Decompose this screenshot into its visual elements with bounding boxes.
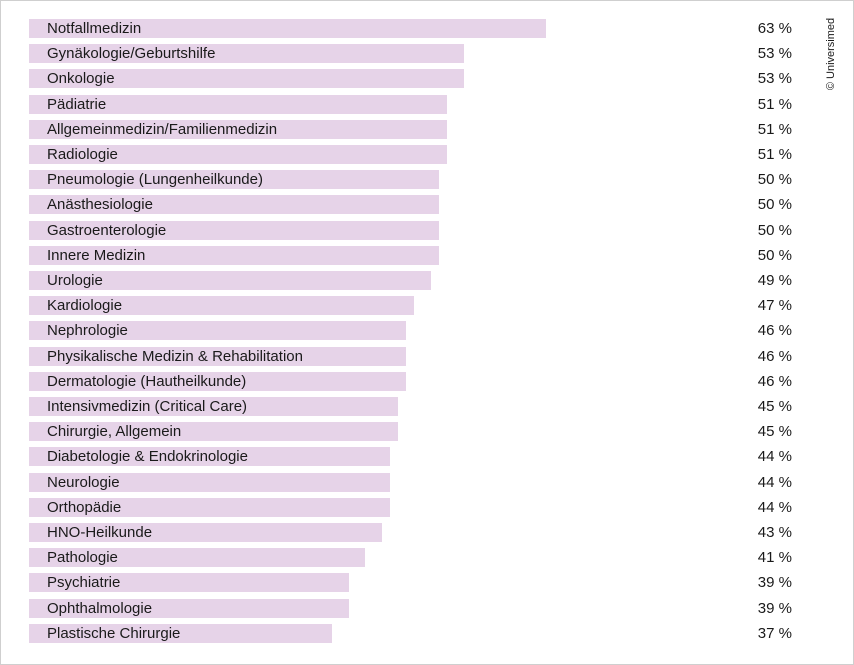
bar xyxy=(29,598,349,618)
category-label: Orthopädie xyxy=(47,498,122,516)
bar xyxy=(29,371,407,391)
value-label: 45 % xyxy=(757,423,792,441)
bar xyxy=(29,271,431,290)
category-label: Gastroenterologie xyxy=(47,221,167,239)
bar xyxy=(29,422,398,442)
bar xyxy=(29,44,464,64)
value-label: 46 % xyxy=(757,347,792,365)
bar xyxy=(29,523,382,542)
category-label: Radiologie xyxy=(47,146,118,163)
bar xyxy=(29,472,390,492)
bar xyxy=(29,397,398,416)
bar xyxy=(29,321,407,341)
value-label: 63 % xyxy=(757,20,792,37)
category-label: Psychiatrie xyxy=(47,574,121,592)
value-label: 39 % xyxy=(757,574,792,592)
value-label: 51 % xyxy=(757,95,792,113)
value-label: 37 % xyxy=(757,624,792,642)
bar xyxy=(29,245,439,265)
category-label: Anästhesiologie xyxy=(47,196,153,214)
value-label: 51 % xyxy=(757,120,792,138)
category-label: HNO-Heilkunde xyxy=(47,524,153,541)
bar xyxy=(29,94,448,114)
value-label: 44 % xyxy=(757,473,792,491)
bar xyxy=(29,170,439,190)
bar xyxy=(29,548,366,568)
value-label: 50 % xyxy=(757,171,792,189)
category-label: Chirurgie, Allgemein xyxy=(47,423,182,441)
value-label: 49 % xyxy=(757,272,792,289)
copyright-text: © Universimed xyxy=(825,17,837,91)
bar xyxy=(29,346,407,366)
value-label: 41 % xyxy=(757,549,792,567)
value-label: 53 % xyxy=(757,70,792,88)
value-label: 39 % xyxy=(757,599,792,617)
category-label: Neurologie xyxy=(47,473,120,491)
category-label: Plastische Chirurgie xyxy=(47,624,181,642)
category-label: Nephrologie xyxy=(47,322,128,340)
bar xyxy=(29,623,333,643)
category-label: Pädiatrie xyxy=(47,95,107,113)
category-label: Physikalische Medizin & Rehabilitation xyxy=(47,347,303,365)
value-label: 44 % xyxy=(757,498,792,516)
value-label: 46 % xyxy=(757,322,792,340)
bar xyxy=(29,296,415,316)
category-label: Ophthalmologie xyxy=(47,599,153,617)
value-label: 50 % xyxy=(757,196,792,214)
category-label: Allgemeinmedizin/Familienmedizin xyxy=(47,120,278,138)
value-label: 45 % xyxy=(757,398,792,415)
category-label: Notfallmedizin xyxy=(47,20,142,37)
bar xyxy=(29,220,439,240)
value-label: 53 % xyxy=(757,45,792,63)
bar xyxy=(29,447,390,467)
category-label: Pathologie xyxy=(47,549,118,567)
category-label: Innere Medizin xyxy=(47,246,146,264)
bar xyxy=(29,69,464,89)
category-label: Diabetologie & Endokrinologie xyxy=(47,448,248,466)
bar xyxy=(29,19,546,38)
category-label: Pneumologie (Lungenheilkunde) xyxy=(47,171,263,189)
category-label: Urologie xyxy=(47,272,103,289)
value-label: 50 % xyxy=(757,221,792,239)
category-label: Intensivmedizin (Critical Care) xyxy=(47,398,248,415)
bar xyxy=(29,497,390,517)
value-label: 44 % xyxy=(757,448,792,466)
value-label: 47 % xyxy=(757,297,792,315)
category-label: Gynäkologie/Geburtshilfe xyxy=(47,45,216,63)
value-label: 51 % xyxy=(757,146,792,163)
category-label: Dermatologie (Hautheilkunde) xyxy=(47,372,247,390)
category-label: Onkologie xyxy=(47,70,115,88)
bar xyxy=(29,145,448,164)
bar xyxy=(29,195,439,215)
bar xyxy=(29,119,448,139)
value-label: 46 % xyxy=(757,372,792,390)
bar xyxy=(29,573,349,593)
category-label: Kardiologie xyxy=(47,297,123,315)
value-label: 50 % xyxy=(757,246,792,264)
value-label: 43 % xyxy=(757,524,792,541)
